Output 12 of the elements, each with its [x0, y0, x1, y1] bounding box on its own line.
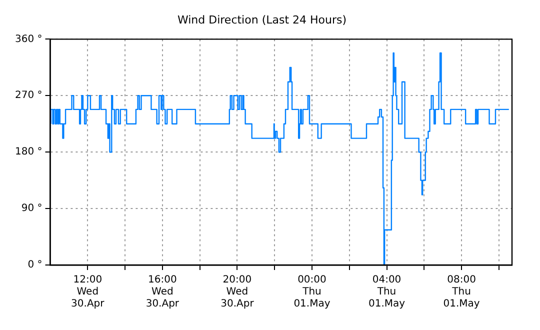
chart-title: Wind Direction (Last 24 Hours) [177, 13, 347, 26]
x-tick-label: 20:00 Wed 30.Apr [220, 274, 255, 310]
x-tick-label: 00:00 Thu 01.May [294, 274, 330, 310]
y-tick-label: 270 ° [15, 90, 42, 102]
y-tick-label: 180 ° [15, 146, 42, 158]
y-tick-label: 0 ° [28, 260, 42, 271]
x-tick-label: 08:00 Thu 01.May [443, 274, 480, 310]
x-tick-label: 16:00 Wed 30.Apr [146, 274, 180, 310]
x-tick-label: 12:00 Wed 30.Apr [71, 274, 106, 310]
y-tick-label: 90 ° [21, 203, 42, 214]
x-tick-label: 04:00 Thu 01.May [368, 274, 406, 310]
y-tick-label: 360 ° [15, 34, 42, 45]
